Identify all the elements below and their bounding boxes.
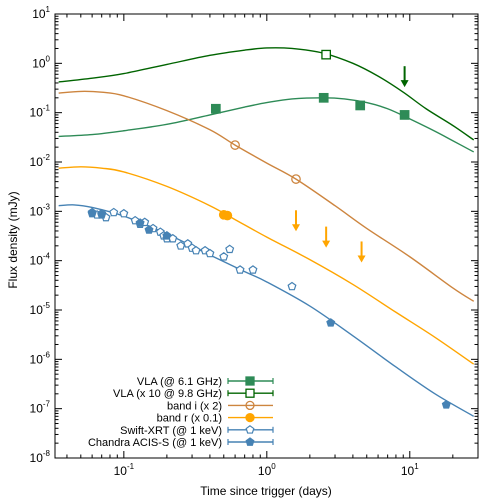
data-point-s3-1 [222, 210, 233, 221]
data-point-s4-4 [109, 207, 119, 217]
data-point-s5-0 [87, 208, 97, 218]
data-point-s4-23 [248, 265, 258, 274]
y-axis-label: Flux density (mJy) [6, 191, 20, 288]
y-tick-label: 10-6 [30, 350, 51, 366]
data-point-s5-4 [162, 231, 172, 240]
upper-limit-head [400, 80, 409, 88]
data-point-s0-3 [399, 110, 410, 120]
data-point-s0-0 [210, 103, 221, 114]
legend-marker-4 [245, 425, 255, 434]
axes: 101 100 10-1 10-2 10-3 10-4 10-5 10-6 10-7 10-8 10… [30, 5, 479, 478]
legend-marker-0 [245, 376, 255, 386]
legend-label-0: VLA (@ 6.1 GHz) [137, 376, 222, 388]
legend-marker-3 [245, 412, 255, 423]
legend-marker-1 [245, 388, 255, 398]
y-tick-label: 100 [32, 54, 50, 70]
data-point-s1-0 [321, 49, 331, 60]
data-point-s0-2 [355, 100, 366, 111]
model-curve-1 [58, 47, 475, 141]
legend: VLA (@ 6.1 GHz)VLA (x 10 @ 9.8 GHz)band … [88, 376, 274, 449]
upper-limit-head [357, 255, 366, 263]
y-tick-label: 10-4 [30, 252, 51, 268]
data-point-s5-3 [144, 225, 154, 234]
upper-limit-head [322, 240, 331, 248]
upper-limit-s3-1 [322, 226, 331, 248]
data-point-s4-14 [176, 241, 186, 250]
x-axis-label: Time since trigger (days) [200, 484, 332, 498]
data-point-s2-1 [291, 174, 301, 184]
model-curve-3 [58, 166, 475, 365]
x-tick-label: 10-1 [114, 462, 135, 478]
x-tick-label: 101 [401, 462, 419, 478]
legend-marker-5 [245, 437, 255, 446]
data-points [87, 49, 451, 409]
data-point-s5-6 [441, 400, 451, 409]
upper-limit-s3-0 [291, 210, 300, 232]
upper-limit-s3-2 [357, 241, 366, 263]
data-point-s4-22 [235, 265, 245, 274]
model-curve-4 [58, 204, 475, 417]
model-curve-2 [58, 90, 475, 302]
y-tick-label: 10-8 [30, 449, 51, 465]
data-point-s5-1 [97, 210, 107, 219]
legend-label-5: Chandra ACIS-S (@ 1 keV) [88, 437, 222, 449]
data-point-s4-19 [205, 248, 215, 258]
data-point-s5-5 [326, 318, 336, 327]
legend-label-1: VLA (x 10 @ 9.8 GHz) [113, 388, 222, 400]
x-tick-label: 100 [258, 462, 276, 478]
y-tick-label: 101 [32, 5, 50, 21]
y-tick-label: 10-3 [30, 202, 51, 218]
data-point-s0-1 [318, 92, 329, 103]
model-curve-0 [58, 97, 475, 153]
data-point-s4-20 [219, 252, 229, 261]
data-point-s5-2 [135, 218, 145, 227]
y-tick-label: 10-2 [30, 153, 51, 169]
model-curves [58, 47, 475, 417]
legend-label-4: Swift-XRT (@ 1 keV) [120, 425, 222, 437]
data-point-s4-17 [191, 245, 201, 255]
legend-label-3: band r (x 0.1) [157, 413, 222, 425]
data-point-s2-0 [230, 140, 240, 150]
legend-marker-2 [245, 400, 255, 411]
y-tick-label: 10-7 [30, 400, 51, 416]
data-point-s4-21 [225, 244, 235, 254]
data-point-s4-24 [287, 281, 297, 291]
y-tick-label: 10-5 [30, 301, 51, 317]
data-point-s4-5 [119, 208, 129, 218]
upper-limit-head [291, 224, 300, 232]
upper-limit-s1-0 [400, 66, 409, 88]
y-tick-label: 10-1 [30, 104, 51, 120]
legend-label-2: band i (x 2) [167, 400, 222, 412]
